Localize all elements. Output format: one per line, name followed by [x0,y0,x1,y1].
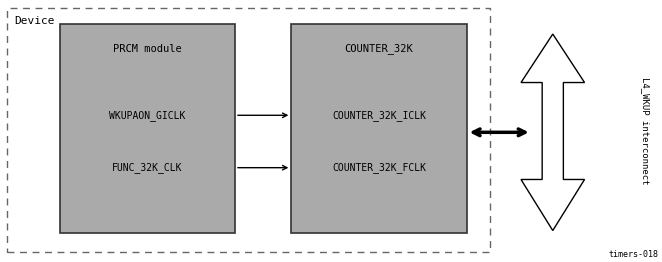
Polygon shape [521,34,585,231]
Text: Device: Device [15,16,55,26]
Text: WKUPAON_GICLK: WKUPAON_GICLK [109,110,185,121]
Bar [291,24,467,233]
Text: COUNTER_32K_ICLK: COUNTER_32K_ICLK [332,110,426,121]
Text: FUNC_32K_CLK: FUNC_32K_CLK [112,162,183,173]
Text: PRCM module: PRCM module [113,44,181,54]
Bar [60,24,235,233]
Text: COUNTER_32K_FCLK: COUNTER_32K_FCLK [332,162,426,173]
Bar [7,8,490,252]
Text: timers-018: timers-018 [608,250,659,259]
Text: L4_WKUP interconnect: L4_WKUP interconnect [641,77,650,185]
Text: COUNTER_32K: COUNTER_32K [345,43,413,54]
